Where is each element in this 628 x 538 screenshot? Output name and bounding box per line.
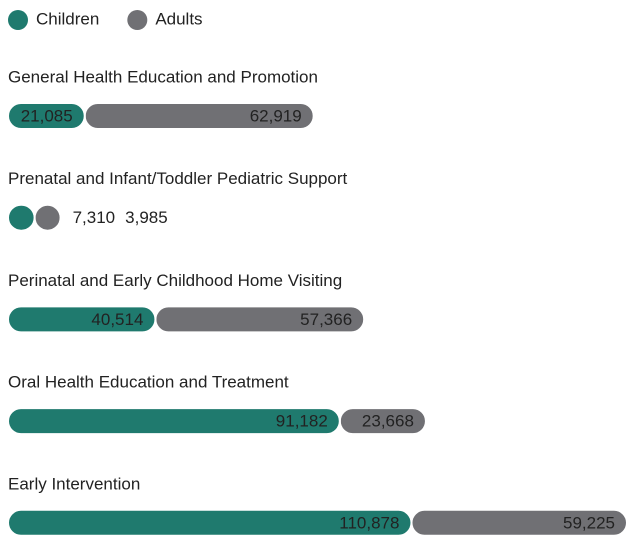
legend-label: Children (36, 9, 99, 28)
value-label: 21,085 (21, 106, 73, 125)
category-label: General Health Education and Promotion (8, 67, 318, 86)
legend-label: Adults (155, 9, 202, 28)
value-label: 3,985 (125, 208, 168, 227)
value-label: 40,514 (91, 310, 143, 329)
category-label: Perinatal and Early Childhood Home Visit… (8, 271, 342, 290)
bar-segment (7, 508, 413, 537)
value-label: 7,310 (73, 208, 116, 227)
value-label: 57,366 (300, 310, 352, 329)
bar-segment (7, 102, 86, 130)
legend-swatch (8, 10, 28, 30)
category-label: Oral Health Education and Treatment (8, 373, 289, 392)
category-label: Prenatal and Infant/Toddler Pediatric Su… (8, 169, 348, 188)
value-label: 91,182 (276, 412, 328, 431)
value-label: 59,225 (563, 513, 615, 532)
category-label: Early Intervention (8, 474, 140, 493)
bar-segment (33, 203, 62, 232)
value-label: 62,919 (250, 106, 302, 125)
bar-segment (7, 305, 157, 334)
value-label: 110,878 (339, 513, 399, 532)
bar-segment (7, 203, 36, 232)
value-label: 23,668 (362, 412, 414, 431)
bar-segment (7, 407, 341, 436)
legend-swatch (127, 10, 148, 30)
